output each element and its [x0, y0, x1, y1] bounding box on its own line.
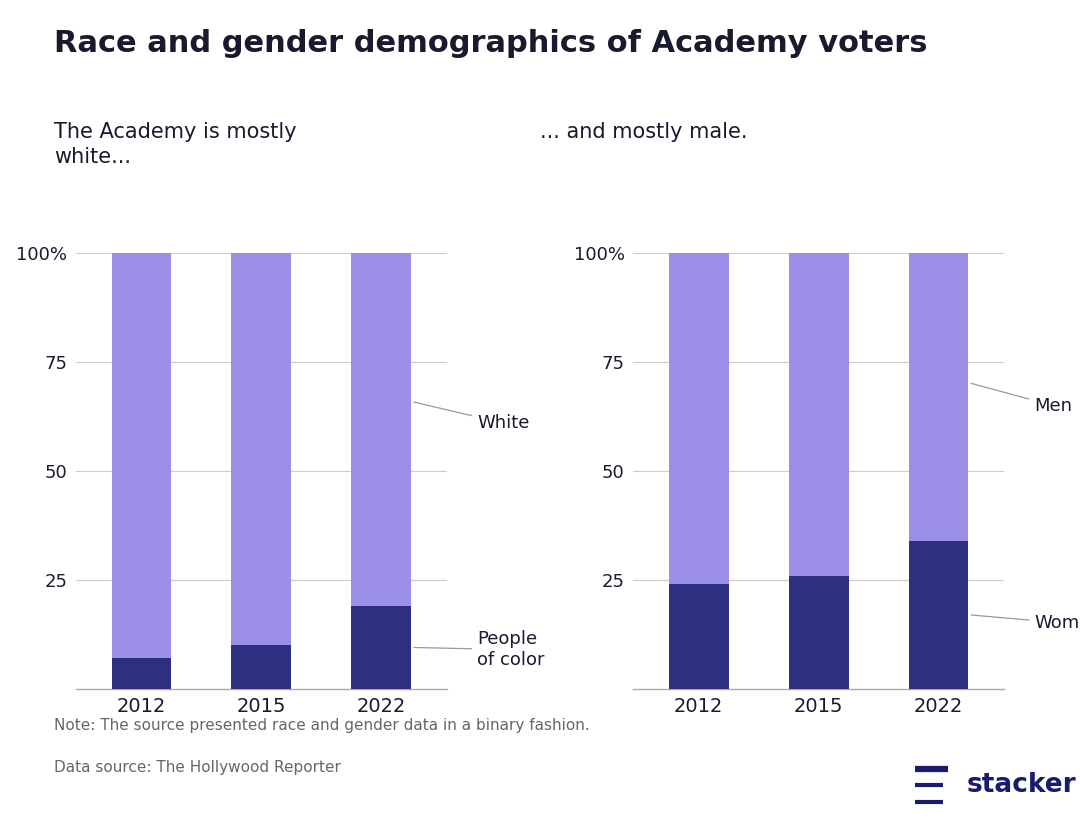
Text: ... and mostly male.: ... and mostly male. — [540, 122, 747, 142]
Bar — [231, 253, 292, 645]
Bar — [111, 659, 172, 689]
Text: Race and gender demographics of Academy voters: Race and gender demographics of Academy … — [54, 29, 928, 59]
Bar — [669, 585, 729, 689]
Bar — [669, 253, 729, 585]
Text: Women: Women — [971, 615, 1080, 633]
Bar — [351, 606, 411, 689]
Bar — [908, 541, 969, 689]
Bar — [908, 253, 969, 541]
Text: People
of color: People of color — [414, 630, 544, 669]
Text: Data source: The Hollywood Reporter: Data source: The Hollywood Reporter — [54, 760, 341, 775]
Text: Men: Men — [971, 383, 1072, 415]
Text: White: White — [414, 402, 529, 432]
Text: The Academy is mostly
white...: The Academy is mostly white... — [54, 122, 297, 167]
Bar — [111, 253, 172, 659]
Bar — [788, 575, 849, 689]
Bar — [788, 253, 849, 575]
Bar — [351, 253, 411, 606]
Text: stacker: stacker — [967, 773, 1077, 798]
Text: Note: The source presented race and gender data in a binary fashion.: Note: The source presented race and gend… — [54, 718, 590, 733]
Bar — [231, 645, 292, 689]
